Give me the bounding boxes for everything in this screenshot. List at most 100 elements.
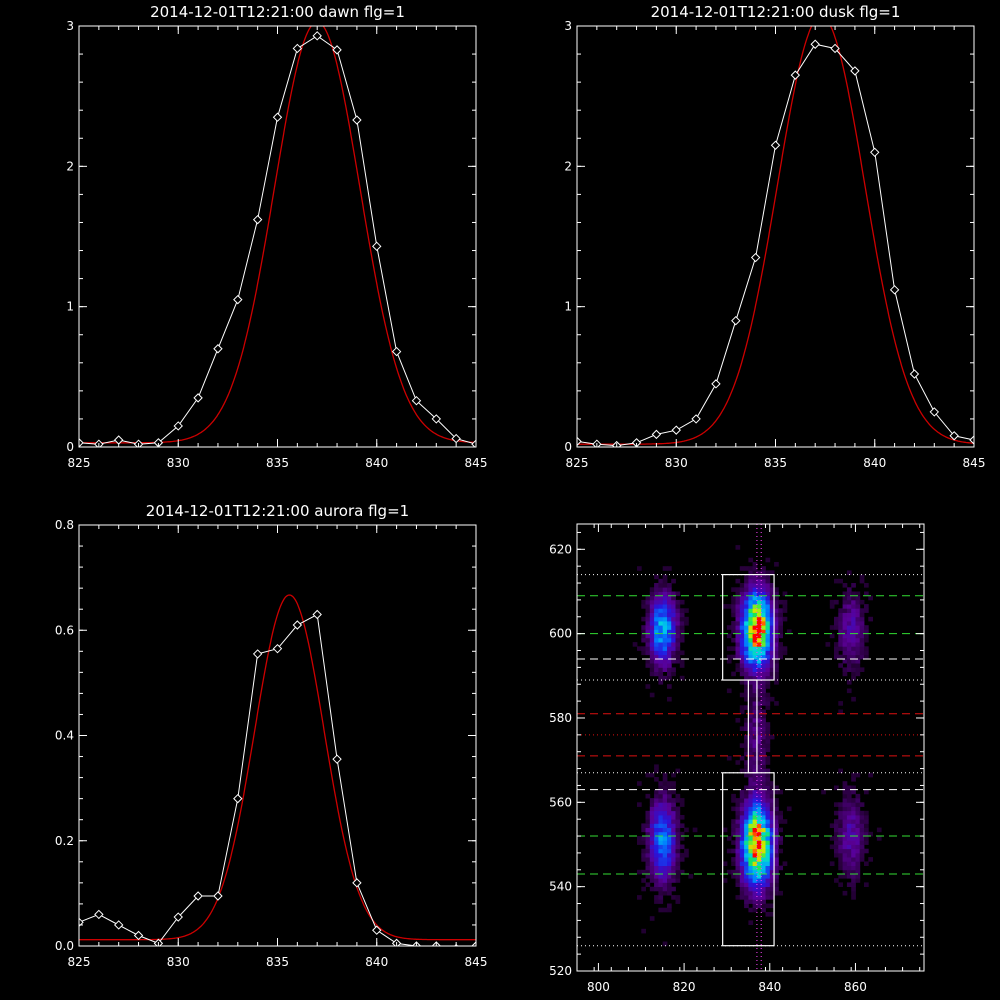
heat-cell [752, 709, 758, 715]
heat-cell [774, 650, 779, 656]
heat-cell [649, 621, 655, 626]
heat-cell [671, 599, 676, 605]
heat-cell [761, 637, 766, 643]
heat-cell [744, 869, 749, 875]
heat-cell [765, 612, 771, 618]
heat-cell [739, 827, 745, 833]
heat-cell [765, 633, 771, 639]
heat-cell [834, 616, 839, 622]
heat-cell [662, 831, 668, 837]
heat-cell [744, 768, 749, 774]
heat-cell [774, 878, 779, 883]
heat-cell [851, 777, 856, 782]
heat-cell [667, 806, 672, 812]
heat-cell [851, 696, 856, 702]
heat-cell [765, 852, 771, 858]
heat-cell [748, 848, 754, 854]
heat-cell [846, 793, 852, 799]
heat-cell [748, 768, 754, 774]
heat-cell [752, 654, 758, 660]
heat-cell [748, 730, 754, 736]
heat-cell [765, 696, 771, 702]
heat-cell [756, 646, 762, 651]
heat-cell [649, 587, 655, 592]
heat-cell [748, 595, 754, 601]
heat-cell [675, 650, 681, 656]
heat-cell [662, 658, 668, 664]
heat-cell [855, 604, 861, 609]
heat-cell [649, 772, 655, 778]
y-tick-label: 3 [66, 19, 74, 33]
heat-cell [765, 625, 771, 630]
heat-cell [782, 604, 788, 609]
data-line [577, 43, 974, 447]
heat-cell [855, 637, 861, 643]
heat-cell [735, 874, 741, 879]
heat-cell [769, 793, 775, 799]
heat-cell [846, 802, 852, 807]
heat-cell [756, 899, 762, 904]
heat-cell [675, 869, 681, 875]
heat-cell [855, 823, 861, 828]
heat-cell [838, 642, 843, 647]
heat-cell [752, 705, 758, 710]
heat-cell [649, 878, 655, 883]
heat-cell [654, 806, 659, 812]
heat-cell [761, 802, 766, 807]
heat-cell [846, 874, 852, 879]
data-point [79, 438, 84, 447]
heat-cell [774, 848, 779, 854]
heat-cell [662, 667, 668, 672]
heat-cell [778, 827, 783, 833]
heat-cell [744, 612, 749, 618]
heat-cell [752, 890, 758, 896]
heat-cell [637, 566, 642, 571]
heat-cell [748, 781, 754, 786]
heat-cell [744, 802, 749, 807]
heat-cell [752, 785, 758, 791]
heat-cell [842, 793, 848, 799]
heat-cell [641, 848, 646, 854]
heat-cell [846, 852, 852, 858]
data-line [79, 35, 476, 445]
heat-cell [735, 840, 741, 845]
heat-cell [864, 654, 869, 660]
heat-cell [842, 857, 848, 862]
heat-cell [842, 591, 848, 597]
heat-cell [855, 650, 861, 656]
heat-cell [846, 785, 852, 791]
heat-cell [667, 882, 672, 887]
heat-cell [842, 608, 848, 613]
selection-box [747, 679, 758, 774]
heat-cell [662, 625, 668, 630]
heat-cell [748, 671, 754, 677]
heat-cell [748, 882, 754, 887]
heat-cell [765, 869, 771, 875]
heat-cell [645, 819, 651, 824]
heat-cell [765, 692, 771, 698]
heat-cell [851, 802, 856, 807]
heat-cell [744, 608, 749, 613]
heat-cell [851, 646, 856, 651]
heat-cell [846, 844, 852, 850]
heat-cell [752, 755, 758, 761]
heat-cell [735, 815, 741, 820]
heat-cell [649, 671, 655, 677]
heat-cell [782, 616, 788, 622]
heat-cell [842, 848, 848, 854]
heat-cell [855, 844, 861, 850]
x-tick-label: 840 [863, 456, 886, 470]
heat-cell [761, 789, 766, 795]
heat-cell [739, 566, 745, 571]
heat-cell [851, 599, 856, 605]
heat-cell [838, 874, 843, 879]
heat-cell [765, 604, 771, 609]
heat-cell [859, 852, 865, 858]
heat-cell [739, 810, 745, 816]
heat-cell [765, 836, 771, 841]
heat-cell [744, 604, 749, 609]
heat-cell [756, 701, 762, 706]
heat-cell [748, 878, 754, 883]
heat-cell [756, 608, 762, 613]
heat-cell [859, 840, 865, 845]
